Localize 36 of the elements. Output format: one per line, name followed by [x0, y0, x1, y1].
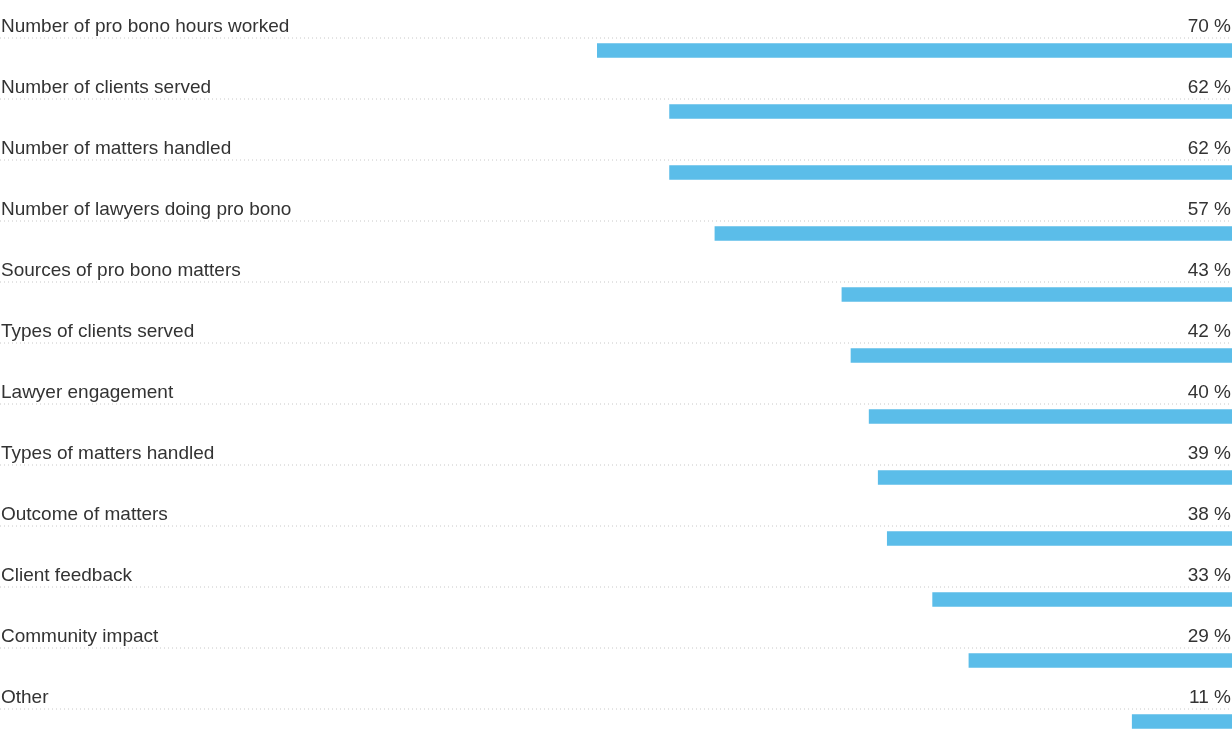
bar — [669, 165, 1232, 180]
data-label: 40 % — [1187, 380, 1232, 402]
y-tick-label: Community impact — [1, 624, 160, 646]
y-tick-label: Number of lawyers doing pro bono — [1, 197, 292, 219]
data-label: 38 % — [1187, 502, 1232, 524]
bar — [669, 104, 1232, 119]
bar — [868, 409, 1232, 424]
bar — [968, 653, 1232, 668]
y-tick-label: Number of matters handled — [1, 136, 232, 158]
y-tick-label: Types of clients served — [1, 319, 195, 341]
y-tick-label: Types of matters handled — [1, 441, 215, 463]
bar — [1131, 714, 1232, 729]
bar — [932, 592, 1232, 607]
data-label: 29 % — [1187, 624, 1232, 646]
y-tick-label: Number of pro bono hours worked — [1, 14, 290, 36]
y-tick-label: Outcome of matters — [1, 502, 168, 524]
y-tick-label: Sources of pro bono matters — [1, 258, 241, 280]
bar — [877, 470, 1232, 485]
data-label: 39 % — [1187, 441, 1232, 463]
data-label: 42 % — [1187, 319, 1232, 341]
bar — [714, 226, 1232, 241]
bar — [841, 287, 1232, 302]
data-label: 62 % — [1187, 75, 1232, 97]
y-tick-label: Number of clients served — [1, 75, 212, 97]
y-tick-label: Client feedback — [1, 563, 133, 585]
data-label: 57 % — [1187, 197, 1232, 219]
bar — [886, 531, 1232, 546]
data-label: 43 % — [1187, 258, 1232, 280]
y-tick-label: Lawyer engagement — [1, 380, 174, 402]
data-label: 62 % — [1187, 136, 1232, 158]
data-label: 11 % — [1189, 685, 1232, 707]
bar — [597, 43, 1232, 58]
data-label: 70 % — [1187, 14, 1232, 36]
bar — [850, 348, 1232, 363]
y-tick-label: Other — [1, 685, 50, 707]
data-label: 33 % — [1187, 563, 1232, 585]
